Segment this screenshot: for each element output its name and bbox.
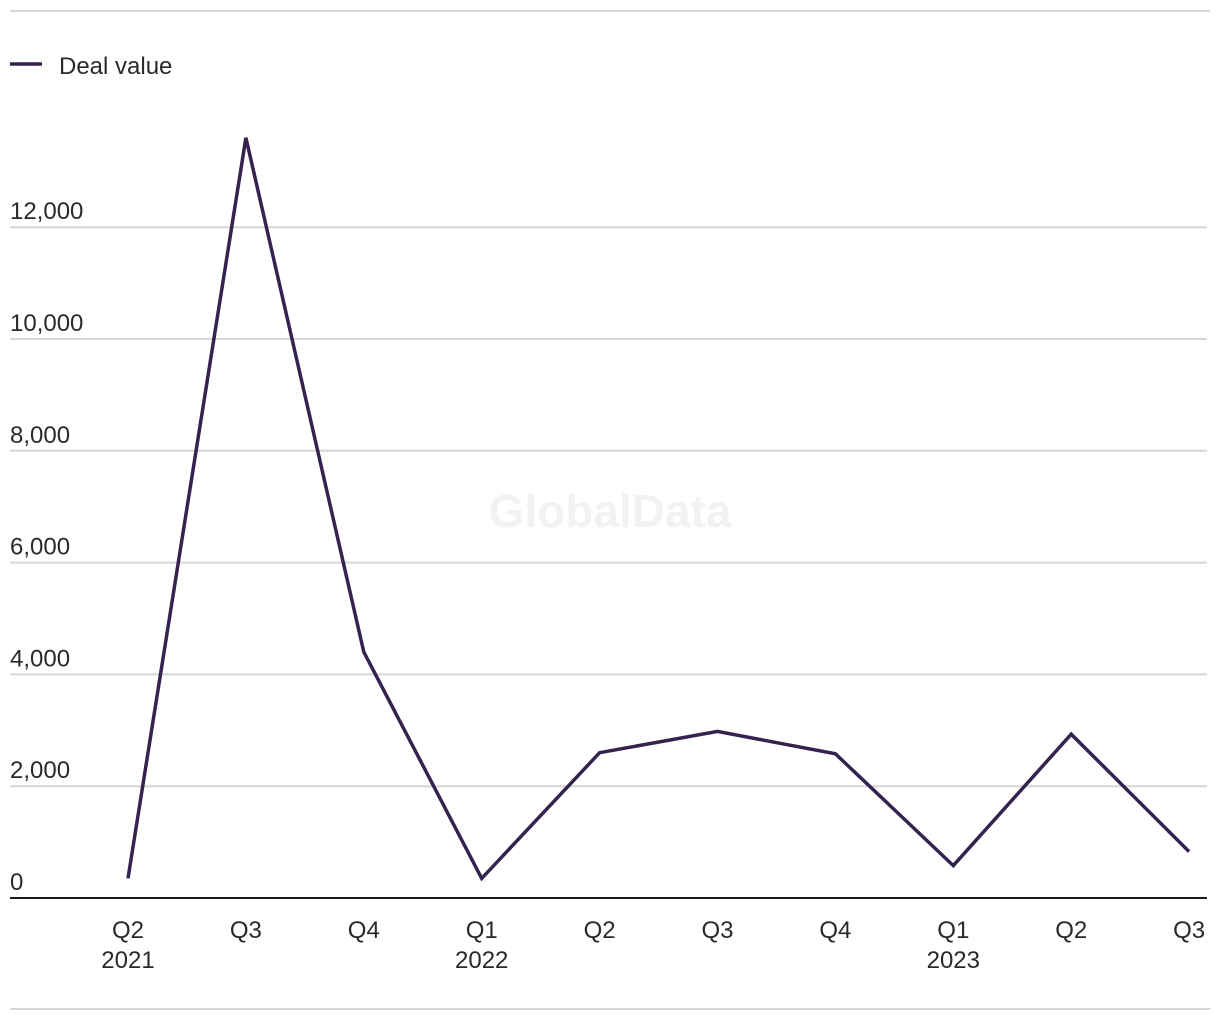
x-tick-year-label-0: 2021 <box>101 947 154 974</box>
x-axis-tick-labels: Q2 2021 Q3 Q4 Q1 2022 Q2 Q3 Q4 Q1 2023 Q2 Q3 <box>101 917 1205 974</box>
x-tick-label-7: Q1 <box>937 917 969 944</box>
gridlines <box>10 226 1207 788</box>
y-tick-label-10000: 10,000 <box>10 310 83 337</box>
x-tick-label-1: Q3 <box>230 917 262 944</box>
x-tick-label-4: Q2 <box>584 917 616 944</box>
x-tick-year-label-3: 2022 <box>455 947 508 974</box>
x-tick-label-6: Q4 <box>819 917 851 944</box>
legend-label-deal-value: Deal value <box>59 53 172 80</box>
series-lines <box>126 137 1191 882</box>
legend: Deal value <box>10 53 172 80</box>
y-tick-label-2000: 2,000 <box>10 757 70 784</box>
x-tick-year-label-7: 2023 <box>927 947 980 974</box>
x-tick-label-0: Q2 <box>112 917 144 944</box>
watermark-text: GlobalData <box>489 485 732 537</box>
series-line-0 <box>126 137 1191 882</box>
x-tick-label-9: Q3 <box>1173 917 1205 944</box>
x-tick-label-8: Q2 <box>1055 917 1087 944</box>
x-tick-label-2: Q4 <box>348 917 380 944</box>
x-tick-label-3: Q1 <box>466 917 498 944</box>
y-axis-tick-labels: 0 2,000 4,000 6,000 8,000 10,000 12,000 <box>10 198 83 896</box>
x-tick-label-5: Q3 <box>701 917 733 944</box>
y-tick-label-12000: 12,000 <box>10 198 83 225</box>
y-tick-label-8000: 8,000 <box>10 422 70 449</box>
y-tick-label-4000: 4,000 <box>10 645 70 672</box>
y-tick-label-0: 0 <box>10 869 23 896</box>
y-tick-label-6000: 6,000 <box>10 534 70 561</box>
